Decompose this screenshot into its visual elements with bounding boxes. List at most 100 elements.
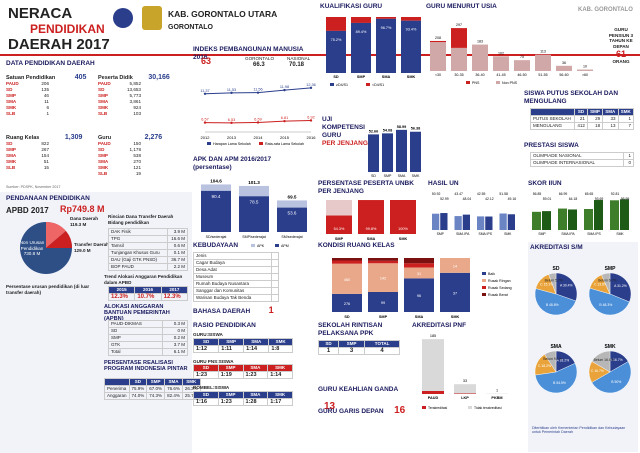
legend-label: <D4/S1 bbox=[372, 83, 384, 87]
group-data-label: 64.18 bbox=[569, 197, 578, 201]
ruang-total: 1,309 bbox=[64, 134, 83, 141]
item-key: SD bbox=[98, 87, 105, 92]
dana-daerah-label: Dana Daerah 119.3 M bbox=[70, 216, 99, 227]
kondisi-bar-segment bbox=[332, 258, 362, 261]
kual-bar-s1 bbox=[376, 18, 396, 73]
legend-label: Rusak Sedang bbox=[488, 286, 512, 290]
group-data-label: 42.12 bbox=[485, 197, 494, 201]
usia-tick-label: 41-45 bbox=[496, 73, 505, 77]
guru-label: Guru bbox=[98, 135, 112, 141]
item-value: 121 bbox=[133, 165, 141, 170]
group-tick-label: SMA IPA bbox=[561, 232, 575, 236]
group-data-label: 43.47 bbox=[454, 192, 463, 196]
peserta-label: Peserta Didik bbox=[98, 75, 133, 81]
apk-label: 69.5 bbox=[288, 194, 297, 199]
rasio-panel: RASIO PENDIDIKAN GURU:SISWA SD SMP SMA SMK … bbox=[192, 322, 311, 450]
item-value: 46 bbox=[43, 93, 49, 98]
pnf-panel: AKREDITASI PNF 185 PAUD 33 LKP 1 PKBM Terakred… bbox=[412, 322, 524, 414]
usia-bar-nonpns bbox=[430, 42, 446, 71]
table-cell: Jenis bbox=[192, 252, 273, 260]
group-bar bbox=[542, 211, 551, 230]
apk-title: APK DAN APM 2016/2017 bbox=[193, 156, 272, 163]
pnf-tick-label: PKBM bbox=[491, 396, 502, 400]
item-key: SMK bbox=[6, 105, 17, 110]
legend-label: Baik bbox=[488, 272, 495, 276]
rasio-g2-label: GURU PNS:SISWA bbox=[193, 358, 234, 364]
item-value: 3,861 bbox=[129, 99, 142, 104]
ipm-title: INDEKS PEMBANGUNAN MANUSIA 2016 bbox=[193, 46, 304, 61]
unbk-data-label: 99.8% bbox=[366, 227, 377, 231]
table-cell: OLIMPIADE NASIONAL bbox=[530, 152, 624, 160]
alok-table: PAUD-DIKMAS 0.3 M SD 0 M SMP 0.2 M GTK 3.7 M Tot… bbox=[107, 320, 188, 356]
usia-data-label: 208 bbox=[435, 36, 441, 40]
bahasa-panel: BAHASA DAERAH 1 bbox=[193, 300, 281, 318]
persen-title: Persentase urusan pendidikan (di luar tr… bbox=[6, 284, 90, 295]
rasio-table-1: SD SMP SMA SMK 1:12 1:11 1:14 1:8 bbox=[192, 337, 293, 353]
garis-depan-title: GURU GARIS DEPAN bbox=[318, 408, 384, 415]
list-item: PAUD 206 bbox=[6, 81, 96, 87]
pie-title: SMA bbox=[550, 344, 562, 350]
ipm-data-label: 6.57 bbox=[201, 118, 208, 122]
kual-bar-s1 bbox=[351, 22, 371, 73]
uji-chart: 52.66 SD 54.08 SMP 58.99 SMA 56.38 SMK bbox=[368, 125, 421, 178]
tren-val: 12.3% bbox=[107, 293, 136, 301]
table-header: SD bbox=[128, 378, 148, 386]
kondisi-bar-segment bbox=[368, 258, 398, 261]
table-cell: 1 bbox=[622, 152, 635, 160]
group-data-label: 95.99 bbox=[621, 197, 630, 201]
group-bar bbox=[584, 208, 593, 230]
usia-bar-nonpns bbox=[493, 56, 509, 71]
region-province: GORONTALO bbox=[168, 24, 213, 31]
pie-transfer bbox=[46, 231, 73, 248]
table-cell: 36.7 M bbox=[166, 256, 189, 264]
unbk-title: PERSENTASE PESERTA UNBK PER JENJANG bbox=[318, 180, 414, 195]
ppk-panel: SEKOLAH RINTISAN PELAKSANA PPK SD SMP TOTA… bbox=[318, 322, 410, 370]
table-cell bbox=[271, 259, 279, 267]
table-row: Total 6.1 M bbox=[107, 348, 188, 356]
item-key: SLB bbox=[6, 165, 16, 170]
ipm-data-label: 11.98 bbox=[280, 85, 289, 89]
item-value: 267 bbox=[41, 147, 49, 152]
legend-swatch bbox=[496, 81, 500, 84]
group-bar bbox=[594, 200, 603, 230]
item-value: 924 bbox=[133, 105, 141, 110]
unbk-data-label: 54.3% bbox=[334, 227, 345, 231]
akreditasi-title: AKREDITASI S/M bbox=[530, 244, 583, 251]
legend-label: ≥D4/S1 bbox=[336, 83, 348, 87]
apk-tick-label: SM/sederajat bbox=[281, 235, 302, 239]
kebudayaan-table: Jenis Cagar Budaya Desa Adat Museum Rumah Bu… bbox=[192, 252, 279, 302]
apk-subtitle: (persentase) bbox=[193, 164, 232, 171]
uji-tick-label: SD bbox=[371, 174, 376, 178]
table-cell: 0 M bbox=[162, 327, 188, 335]
source-note: Sumber: PDSPK, November 2017 bbox=[6, 185, 61, 189]
akreditasi-panel: AKREDITASI S/M SD A 30.4% B 48.8% C 15.1% Be… bbox=[528, 242, 638, 452]
kual-tick-label: SMA bbox=[382, 75, 391, 79]
pnf-bar bbox=[454, 384, 476, 394]
table-row: OLIMPIADE INTERNASIONAL 0 bbox=[530, 159, 635, 167]
title-neraca: NERACA bbox=[8, 5, 73, 22]
table-cell: 0.3 M bbox=[162, 320, 188, 328]
pie-slice bbox=[544, 350, 557, 373]
table-row: Desa Adat bbox=[192, 266, 279, 274]
usia-data-label: 113 bbox=[540, 50, 546, 54]
unbk-data-label: 100% bbox=[398, 227, 408, 231]
ipm-data-label: 11.37 bbox=[200, 89, 209, 93]
usia-bar-nonpns bbox=[556, 65, 572, 71]
ipm-rank: 63 bbox=[201, 56, 212, 66]
kondisi-panel: KONDISI RUANG KELAS 276 460 SD 99 142 SMP 96 31… bbox=[318, 242, 528, 322]
group-bar bbox=[477, 216, 485, 230]
pnf-data-label: 33 bbox=[463, 379, 467, 383]
item-value: 1,178 bbox=[129, 147, 142, 152]
ipm-data-label: 11.56 bbox=[253, 88, 262, 92]
group-data-label: 93.69 bbox=[595, 197, 604, 201]
ipm-point bbox=[203, 92, 207, 95]
ruang-label: Ruang Kelas bbox=[6, 135, 40, 141]
tren-year: 2017 bbox=[160, 286, 189, 294]
usia-tick-label: 51-55 bbox=[538, 73, 547, 77]
kual-bar-under bbox=[351, 17, 371, 23]
legend-label: Rusak Berat bbox=[488, 293, 508, 297]
usia-panel: GURU MENURUT USIA 208 <30 297 30-35 183 36-40… bbox=[426, 3, 636, 95]
pie-label: B 48.3% bbox=[599, 303, 612, 307]
guru-block: Guru 2,276 PAUD 150 SD 1,178 SMP 538 SMA 270 SMK… bbox=[98, 134, 188, 177]
